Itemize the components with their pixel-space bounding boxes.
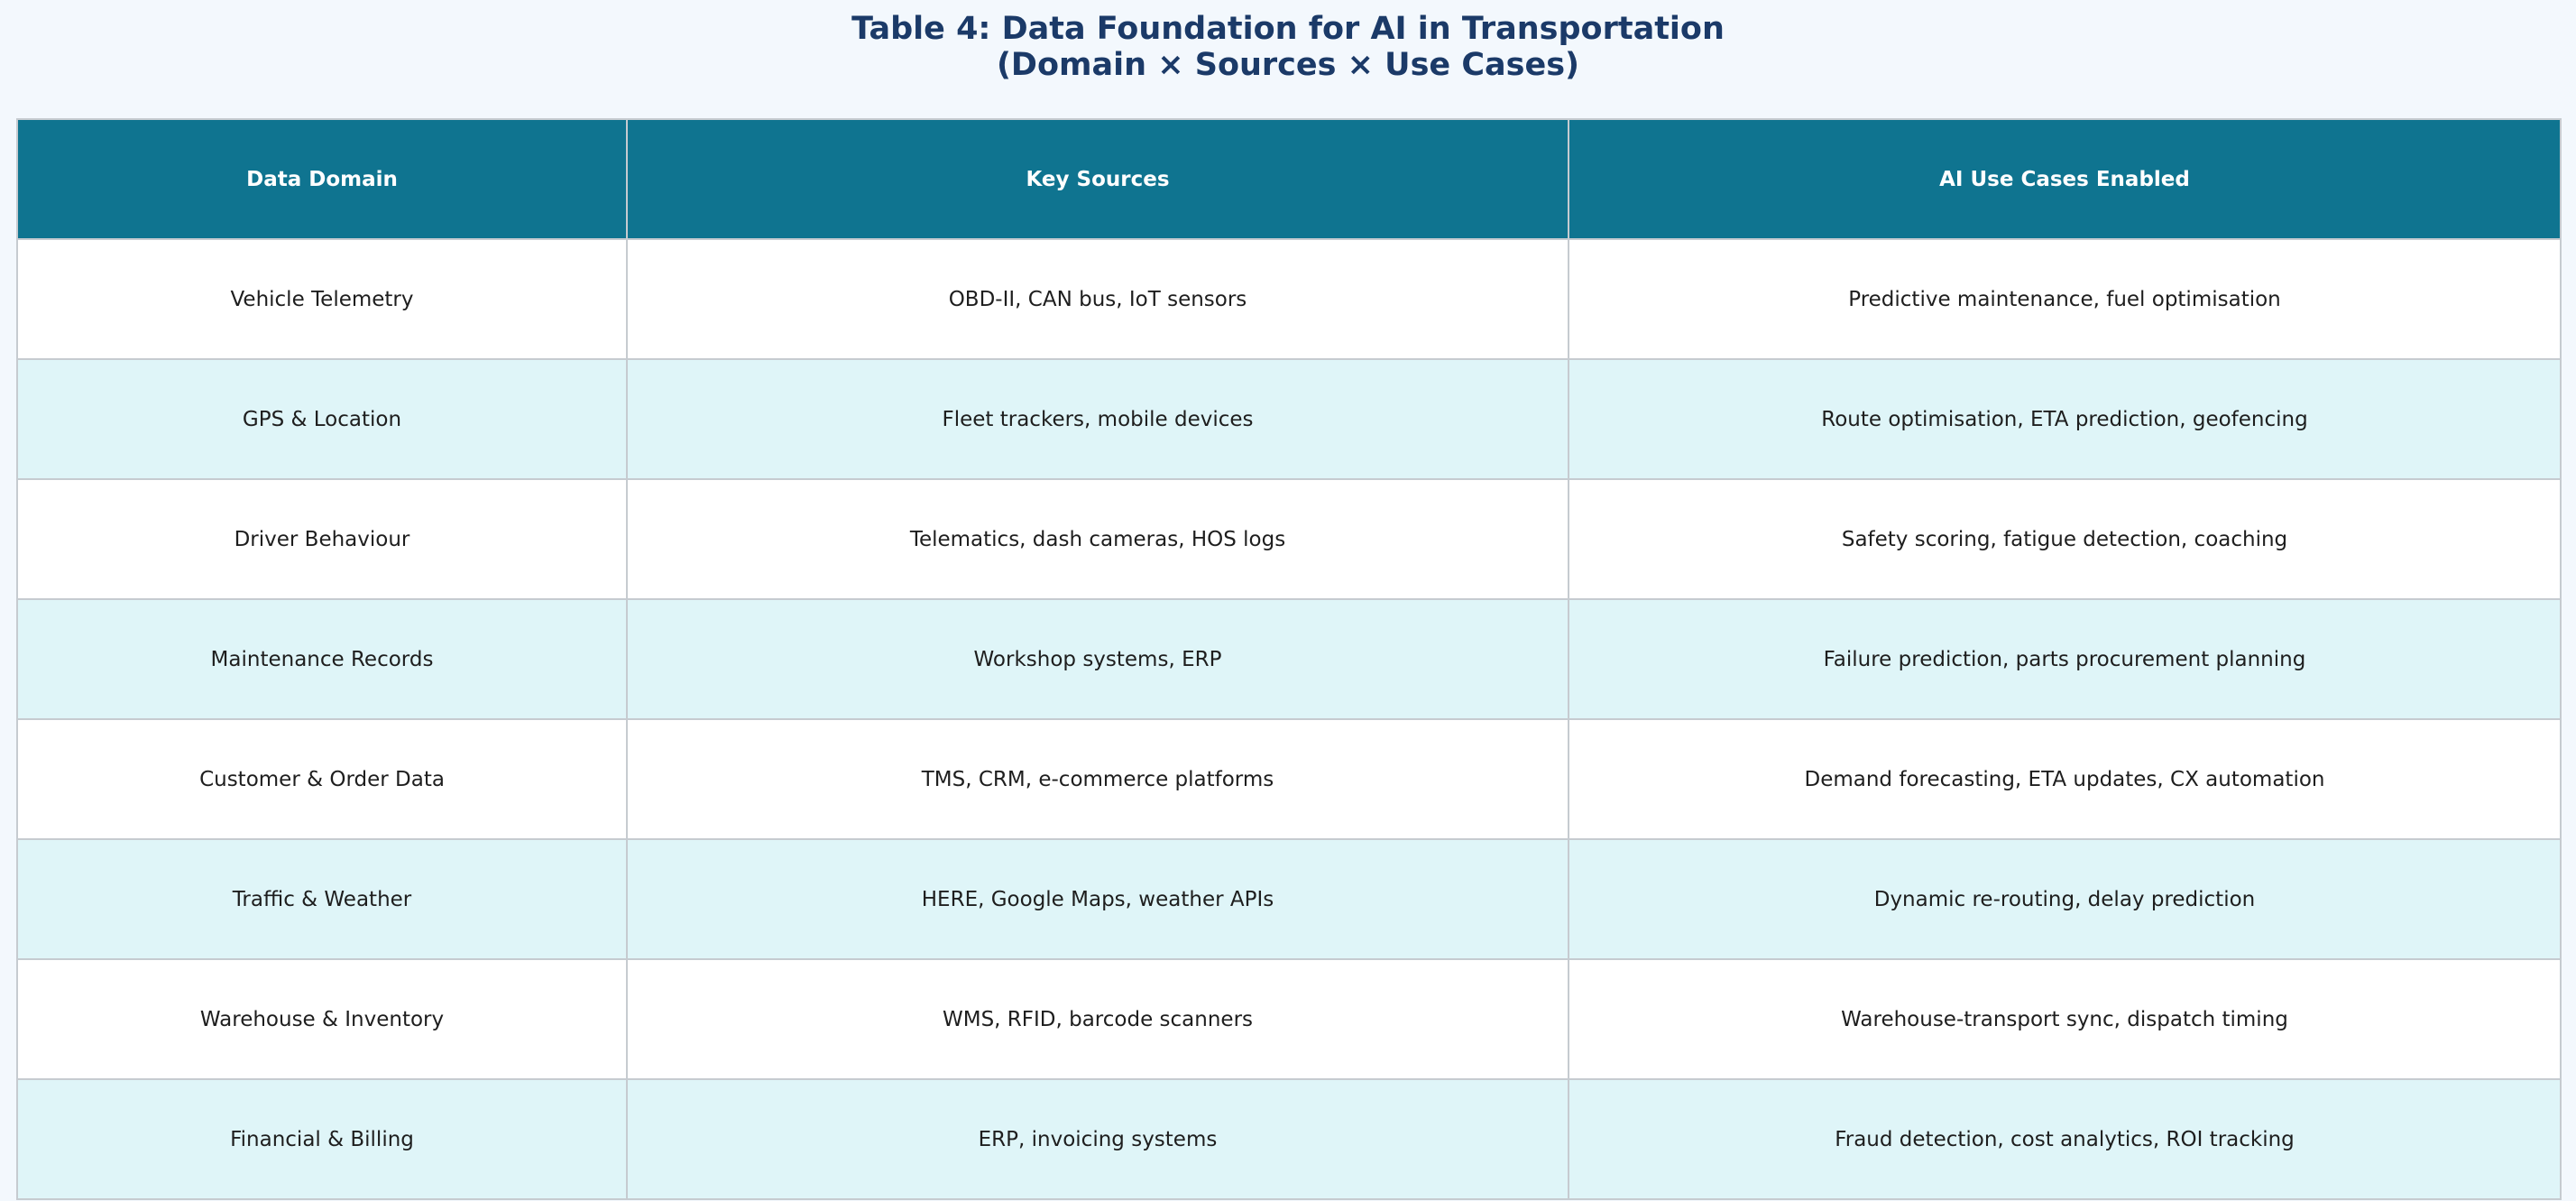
- table-cell: Fraud detection, cost analytics, ROI tra…: [1568, 1078, 2562, 1200]
- table-row: Maintenance Records Workshop systems, ERP…: [16, 598, 2562, 720]
- table-cell: Demand forecasting, ETA updates, CX auto…: [1568, 718, 2562, 840]
- table-cell: Safety scoring, fatigue detection, coach…: [1568, 478, 2562, 600]
- table-cell: ERP, invoicing systems: [626, 1078, 1569, 1200]
- table-body: Vehicle Telemetry OBD-II, CAN bus, IoT se…: [16, 238, 2562, 1200]
- data-table: Data Domain Key Sources AI Use Cases Enabl…: [16, 118, 2562, 1200]
- table-cell: WMS, RFID, barcode scanners: [626, 958, 1569, 1080]
- table-row: Traffic & Weather HERE, Google Maps, weat…: [16, 838, 2562, 960]
- table-cell: Traffic & Weather: [16, 838, 628, 960]
- table-row: Driver Behaviour Telematics, dash cameras…: [16, 478, 2562, 600]
- table-cell: Customer & Order Data: [16, 718, 628, 840]
- table-row: Vehicle Telemetry OBD-II, CAN bus, IoT se…: [16, 238, 2562, 360]
- table-cell: Warehouse & Inventory: [16, 958, 628, 1080]
- table-cell: Vehicle Telemetry: [16, 238, 628, 360]
- table-cell: Financial & Billing: [16, 1078, 628, 1200]
- title-line: (Domain × Sources × Use Cases): [996, 47, 1580, 83]
- table-row: GPS & Location Fleet trackers, mobile dev…: [16, 358, 2562, 480]
- table-cell: GPS & Location: [16, 358, 628, 480]
- table-cell: Failure prediction, parts procurement pl…: [1568, 598, 2562, 720]
- table-cell: Fleet trackers, mobile devices: [626, 358, 1569, 480]
- header-cell: AI Use Cases Enabled: [1568, 118, 2562, 240]
- table-cell: Driver Behaviour: [16, 478, 628, 600]
- table-cell: Telematics, dash cameras, HOS logs: [626, 478, 1569, 600]
- header-row: Data Domain Key Sources AI Use Cases Enabl…: [16, 118, 2562, 240]
- table-row: Financial & Billing ERP, invoicing system…: [16, 1078, 2562, 1200]
- table-cell: TMS, CRM, e-commerce platforms: [626, 718, 1569, 840]
- table-cell: Route optimisation, ETA prediction, geof…: [1568, 358, 2562, 480]
- table-row: Warehouse & Inventory WMS, RFID, barcode …: [16, 958, 2562, 1080]
- table-cell: OBD-II, CAN bus, IoT sensors: [626, 238, 1569, 360]
- table-cell: HERE, Google Maps, weather APIs: [626, 838, 1569, 960]
- table-cell: Warehouse-transport sync, dispatch timin…: [1568, 958, 2562, 1080]
- table-cell: Maintenance Records: [16, 598, 628, 720]
- header-cell: Data Domain: [16, 118, 628, 240]
- table-cell: Workshop systems, ERP: [626, 598, 1569, 720]
- header-cell: Key Sources: [626, 118, 1569, 240]
- table-cell: Dynamic re-routing, delay prediction: [1568, 838, 2562, 960]
- table-cell: Predictive maintenance, fuel optimisatio…: [1568, 238, 2562, 360]
- title: Table 4: Data Foundation for AI in Trans…: [0, 11, 2576, 83]
- title-line: Table 4: Data Foundation for AI in Trans…: [851, 11, 1725, 47]
- table-row: Customer & Order Data TMS, CRM, e-commerc…: [16, 718, 2562, 840]
